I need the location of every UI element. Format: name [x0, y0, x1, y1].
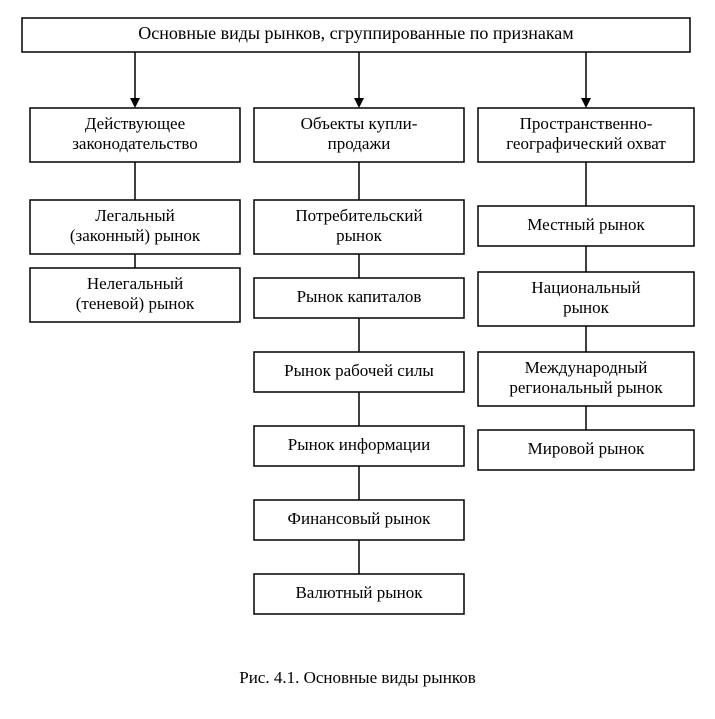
arrow-down [130, 52, 140, 108]
arrow-down [354, 52, 364, 108]
arrow-down [581, 52, 591, 108]
root-label: Основные виды рынков, сгруппированные по… [138, 23, 573, 43]
leaf-label: Рынок информации [288, 435, 430, 454]
category-label: Действующеезаконодательство [72, 114, 198, 153]
leaf-label: Финансовый рынок [288, 509, 432, 528]
leaf-label: Валютный рынок [295, 583, 423, 602]
category-label: Пространственно-географический охват [506, 114, 666, 153]
leaf-label: Мировой рынок [528, 439, 645, 458]
diagram-container: Основные виды рынков, сгруппированные по… [0, 0, 715, 640]
leaf-label: Местный рынок [527, 215, 645, 234]
leaf-label: Рынок капиталов [297, 287, 422, 306]
market-types-tree: Основные виды рынков, сгруппированные по… [0, 0, 715, 640]
leaf-label: Нелегальный(теневой) рынок [76, 274, 195, 313]
leaf-label: Рынок рабочей силы [284, 361, 434, 380]
leaf-label: Международныйрегиональный рынок [509, 358, 663, 397]
figure-caption: Рис. 4.1. Основные виды рынков [0, 668, 715, 688]
